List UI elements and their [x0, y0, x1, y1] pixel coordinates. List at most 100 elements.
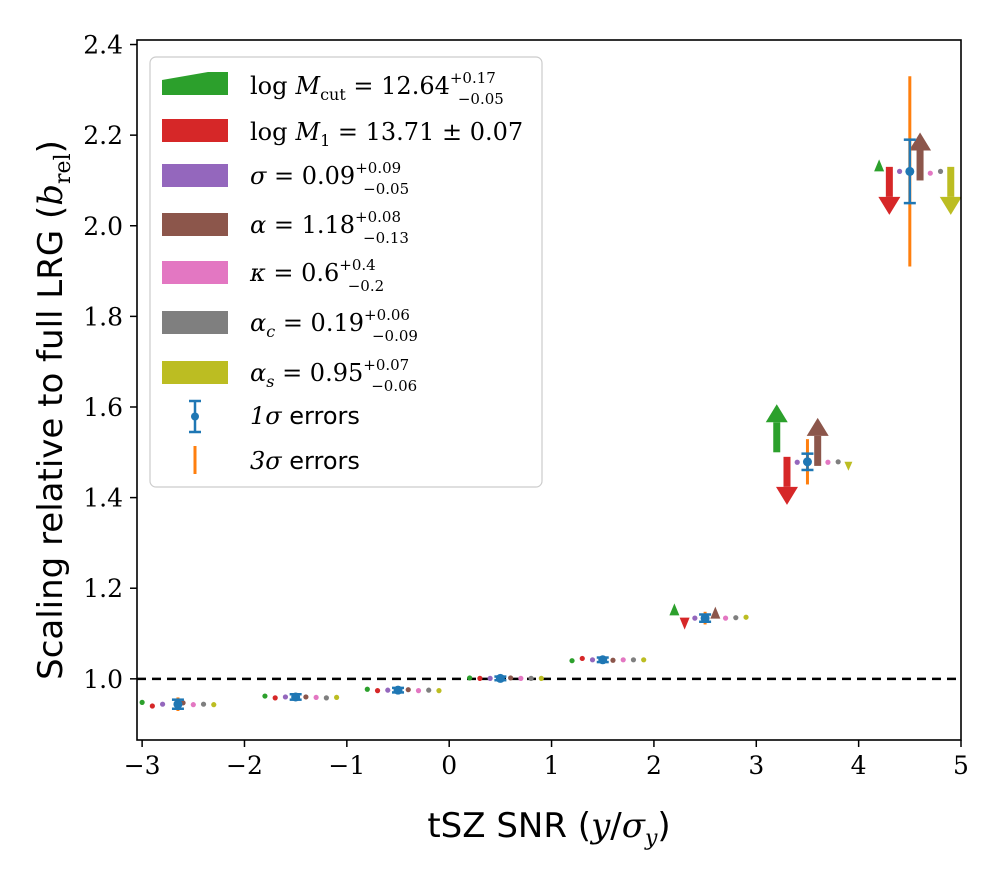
legend-logM1-mid: = 13.71 ± 0.07 — [330, 118, 523, 146]
point-logM1-arrow-shaft — [885, 166, 893, 197]
legend-alpha-c-sup: +0.06 — [364, 306, 410, 324]
legend-err3-var: 3σ — [250, 447, 282, 475]
point-sigma — [159, 701, 166, 707]
legend-alpha-low: −0.13 — [363, 229, 409, 247]
point-logMcut-arrow — [765, 404, 788, 453]
point-kappa — [190, 702, 196, 708]
y-axis-label-var: b — [31, 184, 71, 206]
point-sigma — [589, 657, 596, 663]
legend-swatch-kappa — [162, 261, 228, 284]
point-logMcut — [569, 658, 575, 664]
point-logMcut-arrow — [874, 159, 885, 172]
legend-alpha-mid: = 1.18 — [266, 211, 355, 239]
legend-alpha-s-mid: = 0.95 — [274, 359, 363, 387]
legend-logMcut-sup: +0.17 — [450, 69, 496, 87]
point-alpha_c — [426, 687, 432, 693]
legend-alpha-sup: +0.08 — [355, 208, 401, 226]
x-tick-label: 0 — [441, 751, 457, 780]
x-axis-label-slash: / — [610, 806, 622, 846]
point-kappa — [518, 675, 524, 681]
points-layer — [139, 132, 962, 709]
point-logMcut-arrow — [669, 603, 680, 616]
bin-point — [598, 655, 608, 665]
legend-swatch-logMcut — [162, 72, 228, 95]
point-sigma — [692, 615, 698, 621]
point-kappa — [415, 688, 422, 694]
legend-kappa-sup: +0.4 — [339, 256, 375, 274]
bin-point — [700, 613, 710, 623]
point-alpha_s — [436, 688, 442, 694]
svg-text:1σ errors: 1σ errors — [250, 402, 360, 430]
legend-alpha-s-sub: s — [266, 372, 274, 391]
point-logM1 — [374, 688, 381, 694]
bin-point — [905, 166, 915, 176]
point-alpha-arrow-shaft — [916, 150, 924, 181]
svg-text:3σ errors: 3σ errors — [250, 447, 360, 475]
bin-point — [291, 692, 301, 702]
point-alpha_s-arrow-shaft — [947, 166, 955, 197]
x-tick-label: −1 — [328, 751, 365, 780]
point-logMcut-arrow-shaft — [773, 422, 781, 453]
legend-alpha-c-sub: c — [266, 322, 275, 341]
x-axis-label: tSZ SNR (y/σy) — [427, 806, 670, 851]
y-tick-label: 1.8 — [83, 302, 123, 331]
point-logMcut-arrow-head — [669, 603, 680, 616]
point-alpha_s-arrow-head — [844, 461, 853, 471]
point-alpha_c — [835, 459, 841, 465]
legend-kappa-mid: = 0.6 — [266, 259, 340, 287]
legend-sigma-low: −0.05 — [363, 180, 409, 198]
legend-logMcut-var: M — [295, 72, 322, 100]
svg-text:α = 1.18+0.08−0.13: α = 1.18+0.08 −0.13 — [250, 208, 409, 247]
point-alpha-arrow — [710, 606, 721, 619]
legend-sigma-var: σ — [250, 162, 267, 190]
point-logMcut-arrow-head — [765, 404, 788, 423]
y-tick-label: 1.0 — [83, 665, 123, 694]
point-alpha — [610, 657, 616, 663]
point-logM1-arrow — [679, 617, 690, 630]
legend-alpha-c-low: −0.09 — [372, 327, 418, 345]
legend-logMcut-low: −0.05 — [458, 90, 504, 108]
legend-err1-rest: errors — [282, 402, 360, 430]
legend-alpha-var: α — [250, 211, 266, 239]
point-logM1 — [149, 703, 155, 709]
legend-sigma-mid: = 0.09 — [266, 162, 355, 190]
point-alpha_c — [733, 615, 739, 621]
axes-frame — [136, 39, 962, 741]
legend-entry-err3: 3σ errors — [193, 446, 360, 475]
legend-logM1-sub: 1 — [320, 131, 330, 150]
y-axis-label: Scaling relative to full LRG (brel) — [31, 140, 76, 680]
y-axis-label-main: Scaling relative to full LRG ( — [31, 206, 71, 680]
point-alpha — [303, 694, 309, 700]
x-axis-label-sub: y — [644, 826, 658, 851]
legend-alpha-s-var: α — [250, 359, 266, 387]
legend-entry-kappa: κ = 0.6+0.4 −0.2 — [162, 256, 384, 295]
legend-alpha-s-low: −0.06 — [371, 377, 417, 395]
y-tick-label: 1.6 — [83, 393, 123, 422]
svg-text:αc = 0.19+0.06−0.09: αc = 0.19+0.06 −0.09 — [250, 306, 418, 345]
point-logMcut-arrow-head — [874, 159, 885, 172]
legend-swatch-alpha-s — [162, 361, 228, 384]
point-alpha_s — [538, 675, 544, 681]
point-alpha — [508, 675, 514, 681]
point-alpha-arrow-head — [806, 417, 829, 436]
svg-text:σ = 0.09+0.09−0.05: σ = 0.09+0.09 −0.05 — [250, 159, 409, 198]
point-logMcut — [364, 686, 370, 692]
point-alpha_c — [630, 657, 637, 663]
legend-logMcut-sub: cut — [320, 85, 346, 104]
legend-swatch-sigma — [162, 164, 228, 187]
x-axis-label-main: tSZ SNR ( — [427, 806, 591, 846]
legend-entry-logM1: log M1 = 13.71 ± 0.07 — [162, 118, 523, 150]
point-logM1 — [477, 675, 483, 681]
bin-point — [495, 673, 505, 683]
point-sigma — [896, 168, 903, 174]
point-logMcut — [262, 693, 268, 699]
point-sigma — [794, 459, 800, 465]
errors-layer — [171, 76, 916, 712]
point-alpha_s-arrow-head — [939, 196, 962, 215]
x-tick-label: 4 — [851, 751, 867, 780]
y-axis-label-sub: rel — [51, 153, 76, 184]
y-axis-label-close: ) — [31, 140, 71, 153]
point-alpha_s-arrow — [939, 166, 962, 215]
legend-alpha-c-var: α — [250, 309, 266, 337]
